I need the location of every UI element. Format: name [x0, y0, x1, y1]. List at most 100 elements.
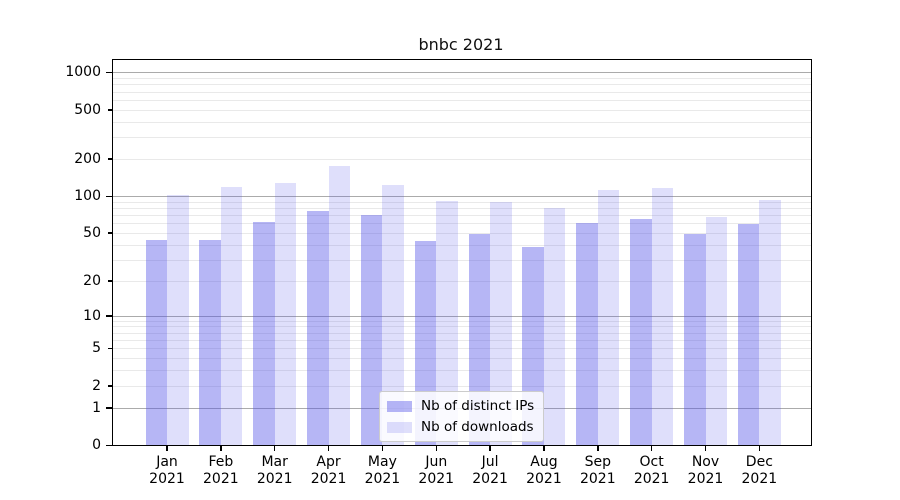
x-tick-mark	[166, 445, 168, 451]
legend-swatch-downloads	[387, 421, 412, 433]
bar-downloads-jun	[436, 200, 458, 445]
bar-downloads-jan	[167, 195, 189, 445]
x-tick-label-feb: Feb 2021	[203, 454, 239, 487]
minor-gridline	[113, 137, 811, 139]
y-tick-label: 1	[92, 399, 101, 416]
y-tick-mark	[107, 280, 112, 282]
bar-downloads-aug	[543, 207, 566, 445]
major-gridline	[113, 315, 811, 317]
bars-layer	[113, 60, 811, 445]
minor-gridline	[113, 280, 811, 282]
minor-gridline	[113, 91, 811, 93]
y-tick-label: 200	[74, 150, 101, 167]
minor-gridline	[113, 332, 811, 334]
y-tick-label: 100	[74, 188, 101, 205]
y-tick-mark	[105, 407, 112, 409]
x-tick-label-jan: Jan 2021	[149, 454, 185, 487]
y-tick-label: 500	[74, 101, 101, 118]
minor-gridline	[113, 158, 811, 160]
x-tick-mark	[704, 445, 707, 451]
minor-gridline	[113, 207, 811, 209]
legend-item-distinct-ips: Nb of distinct IPs	[387, 398, 534, 414]
bar-distinct-ips-nov	[684, 234, 706, 445]
legend-label-distinct-ips: Nb of distinct IPs	[421, 398, 535, 414]
axis-layer: 0 1 2 5 10 20 50 100 200 500 1000 Jan 2021 Feb 2021 Mar…	[65, 60, 811, 487]
y-tick-label: 1000	[65, 64, 101, 81]
x-tick-mark	[327, 445, 330, 451]
x-tick-label-sep: Sep 2021	[579, 454, 616, 487]
y-tick-mark	[107, 347, 112, 350]
minor-gridline	[113, 348, 811, 350]
minor-gridline	[113, 385, 811, 387]
x-tick-mark	[435, 445, 437, 451]
minor-gridline	[113, 232, 811, 234]
legend-swatch-distinct-ips	[387, 400, 412, 412]
minor-gridline	[113, 201, 811, 203]
major-gridline	[113, 72, 811, 74]
bar-distinct-ips-oct	[630, 219, 652, 445]
y-tick-mark	[107, 385, 112, 387]
x-tick-mark	[543, 445, 545, 451]
x-tick-mark	[597, 445, 599, 451]
y-tick-label: 0	[92, 437, 101, 453]
minor-gridline	[113, 326, 811, 328]
bar-downloads-mar	[274, 182, 297, 445]
grid-layer	[113, 60, 811, 445]
minor-gridline	[113, 320, 811, 322]
x-tick-mark	[758, 445, 761, 451]
plot-area: 0 1 2 5 10 20 50 100 200 500 1000 Jan 2021 Feb 2021 Mar…	[65, 59, 812, 487]
bar-downloads-apr	[328, 166, 351, 445]
x-tick-label-jun: Jun 2021	[418, 454, 455, 487]
x-tick-label-oct: Oct 2021	[633, 454, 670, 487]
y-tick-mark	[105, 444, 112, 446]
x-tick-label-jul: Jul 2021	[472, 454, 508, 487]
x-tick-label-nov: Nov 2021	[687, 454, 724, 487]
chart-title: bnbc 2021	[418, 35, 504, 54]
minor-gridline	[113, 358, 811, 360]
x-tick-mark	[650, 445, 653, 451]
x-tick-label-apr: Apr 2021	[310, 454, 347, 487]
minor-gridline	[113, 340, 811, 342]
minor-gridline	[113, 78, 811, 80]
y-tick-label: 10	[83, 307, 101, 324]
minor-gridline	[113, 99, 811, 101]
y-tick-mark	[105, 195, 112, 198]
x-tick-label-may: May 2021	[364, 454, 401, 487]
y-tick-mark	[105, 315, 112, 317]
minor-gridline	[113, 109, 811, 111]
bar-downloads-nov	[705, 217, 727, 445]
minor-gridline	[113, 244, 811, 246]
legend: Nb of distinct IPs Nb of downloads	[379, 391, 545, 442]
x-tick-label-aug: Aug 2021	[526, 454, 562, 487]
minor-gridline	[113, 121, 811, 123]
y-tick-label: 5	[92, 340, 101, 357]
x-tick-mark	[220, 445, 222, 451]
minor-gridline	[113, 370, 811, 372]
y-tick-label: 50	[83, 224, 101, 241]
legend-label-downloads: Nb of downloads	[421, 419, 534, 435]
y-tick-mark	[107, 109, 112, 111]
bar-downloads-sep	[597, 189, 620, 445]
x-tick-mark	[273, 445, 276, 451]
bar-distinct-ips-may	[360, 215, 383, 445]
bar-downloads-may	[382, 185, 404, 445]
bar-distinct-ips-sep	[576, 223, 598, 445]
bar-distinct-ips-jan	[145, 239, 167, 445]
minor-gridline	[113, 223, 811, 225]
x-tick-mark	[381, 445, 384, 451]
y-tick-label: 2	[92, 377, 101, 394]
bar-distinct-ips-mar	[253, 221, 275, 445]
bar-downloads-feb	[220, 186, 243, 445]
minor-gridline	[113, 259, 811, 261]
bar-downloads-jul	[490, 201, 512, 445]
minor-gridline	[113, 84, 811, 86]
bar-distinct-ips-apr	[307, 211, 329, 445]
x-tick-label-mar: Mar 2021	[256, 454, 293, 487]
bar-downloads-dec	[759, 199, 781, 445]
bar-distinct-ips-feb	[199, 239, 221, 445]
x-tick-mark	[489, 445, 491, 451]
y-tick-mark	[107, 232, 112, 234]
bar-downloads-oct	[651, 188, 674, 445]
y-tick-mark	[105, 71, 112, 74]
